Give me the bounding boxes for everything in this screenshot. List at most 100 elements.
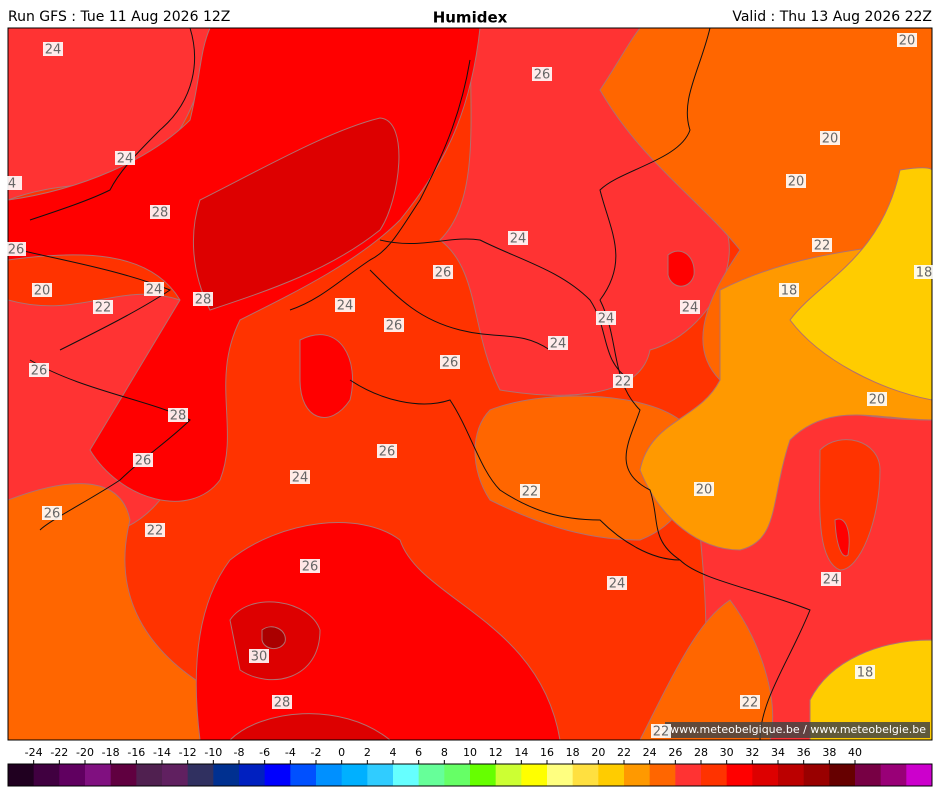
contour-label-box [42,506,62,520]
contour-label-box [32,283,52,297]
contour-label: 28 [152,206,169,221]
contour-label-box [897,33,917,47]
contour-label: 24 [609,577,626,592]
attribution: © www.meteobelgique.be / www.meteobelgie… [656,723,927,736]
colorbar-swatch [341,764,368,786]
zone [299,334,354,418]
colorbar-swatch [906,764,933,786]
colorbar-swatch [393,764,420,786]
colorbar-swatch [829,764,856,786]
contour-label-box [115,151,135,165]
contour-label: 24 [45,43,62,58]
border-line [349,269,681,561]
contour-label-box [335,298,355,312]
colorbar-tick-label: -10 [204,746,222,759]
zone [261,626,286,649]
zone [474,395,691,541]
contour-label-box [29,363,49,377]
contour-label: 20 [788,175,805,190]
zone [195,522,561,740]
zone [834,518,850,557]
contour-label-box [6,242,26,256]
contour-label: 22 [95,301,112,316]
colorbar-swatch [726,764,753,786]
contour-label-box [607,576,627,590]
contour-label-box [290,470,310,484]
colorbar-tick-label: 6 [415,746,422,759]
contour-label-box [440,355,460,369]
zone [229,713,391,740]
contour-label-box [433,265,453,279]
colorbar-swatch [495,764,522,786]
contour-label: 24 [510,232,527,247]
contour-label: 26 [135,454,152,469]
contour-label-box [2,176,22,190]
contour-label-box [300,559,320,573]
contour-label: 22 [742,696,759,711]
contour-label: 26 [44,507,61,522]
map-field [8,28,932,740]
contour-label-box [43,42,63,56]
colorbar-tick-label: 8 [441,746,448,759]
border-line [599,28,811,740]
contour-label: 30 [251,650,268,665]
contour-label: 28 [195,293,212,308]
colorbar-swatch [8,764,35,786]
colorbar-swatch [290,764,317,786]
contour-label: 18 [916,266,933,281]
run-label: Run GFS : Tue 11 Aug 2026 12Z [8,9,230,25]
colorbar-tick-label: 26 [668,746,682,759]
colorbar-swatch [803,764,830,786]
contour-label-box [144,282,164,296]
colorbar-swatch [316,764,343,786]
contour-label-box [821,572,841,586]
zone [193,117,400,311]
colorbar-swatch [213,764,240,786]
contour-label: 20 [822,132,839,147]
colorbar-swatch [521,764,548,786]
colorbar-swatch [675,764,702,786]
colorbar-tick-label: 0 [338,746,345,759]
colorbar-swatch [367,764,394,786]
colorbar-tick-label: 24 [643,746,657,759]
colorbar-tick-label: -12 [179,746,197,759]
colorbar-swatch [880,764,907,786]
colorbar-swatch [110,764,137,786]
zone [667,250,695,287]
contour-label-box [694,482,714,496]
colorbar-swatch [778,764,805,786]
zone [819,439,881,571]
contour-label: 24 [598,312,615,327]
colorbar-tick-label: 14 [514,746,528,759]
contour-label-box [520,484,540,498]
colorbar-tick-label: 22 [617,746,631,759]
border-line [289,59,631,381]
colorbar-tick-label: 32 [745,746,759,759]
contour-label: 24 [337,299,354,314]
contour-label: 26 [31,364,48,379]
colorbar-tick-label: -16 [127,746,145,759]
zone [809,639,932,740]
contour-label-box [740,695,760,709]
contour-label-box [855,665,875,679]
contour-label: 26 [302,560,319,575]
contour-label-box [168,408,188,422]
contour-label: 26 [8,243,25,258]
contour-label: 26 [435,266,452,281]
contour-label-box [812,238,832,252]
colorbar-tick-label: -4 [285,746,296,759]
contour-label-box [145,523,165,537]
contour-label: 20 [696,483,713,498]
colorbar: -24 -22 -20 -18 -16 -14 -12 -10 -8 -6 -4 -2 0 2 4 6 8 10 1… [7,746,933,787]
contour-label-box [613,374,633,388]
colorbar-swatch [264,764,291,786]
colorbar-swatch [418,764,445,786]
contour-label: 22 [653,725,670,740]
contour-label: 20 [34,284,51,299]
contour-label: 24 [550,337,567,352]
colorbar-tick-label: 10 [463,746,477,759]
colorbar-tick-label: 16 [540,746,554,759]
contour-label-box [193,292,213,306]
contour-label: 26 [442,356,459,371]
colorbar-tick-label: -6 [259,746,270,759]
